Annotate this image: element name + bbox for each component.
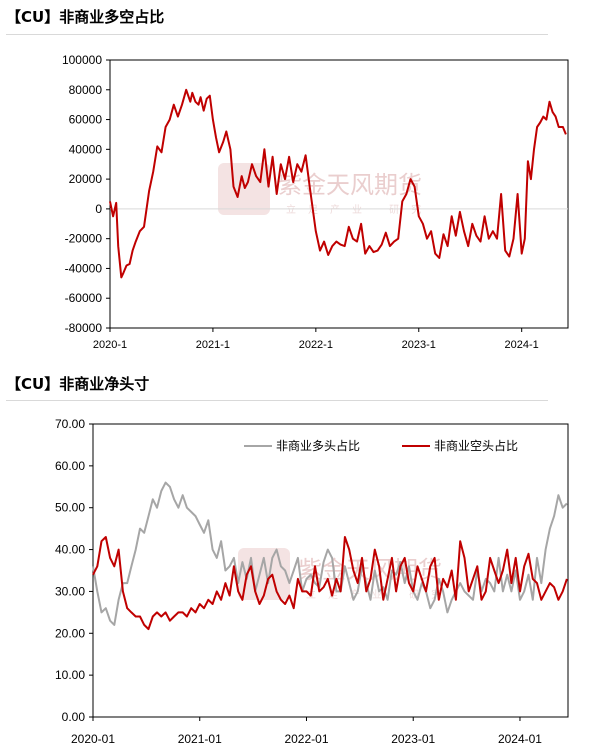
watermark-slogan: 立足产业 研究 [286, 203, 433, 216]
chart2-xtick-label: 2020-01 [71, 732, 115, 746]
chart1-ytick-label: 20000 [69, 172, 103, 186]
chart1-title: 【CU】非商业多空占比 [6, 8, 165, 26]
chart2-xtick-label: 2023-01 [391, 732, 435, 746]
chart1-xtick-label: 2020-1 [93, 339, 127, 351]
chart1-ytick-label: -40000 [65, 261, 103, 275]
chart2-series-line-1 [92, 536, 568, 631]
chart1-ytick-label: 40000 [69, 142, 103, 156]
chart2-legend-label-0: 非商业多头占比 [276, 438, 360, 453]
chart1-ytick-label: 100000 [62, 53, 102, 67]
chart2-title-rule [6, 400, 548, 401]
chart2-ytick-label: 10.00 [55, 668, 85, 682]
chart2-ytick-label: 30.00 [55, 584, 85, 598]
chart1-title-rule [6, 34, 548, 35]
chart1-frame [109, 59, 569, 329]
chart1-ytick-label: -60000 [65, 291, 103, 305]
chart2-ytick-label: 70.00 [55, 417, 85, 431]
watermark-brand: 紫金天风期货 [278, 171, 422, 199]
chart2-xtick-label: 2024-01 [498, 732, 542, 746]
chart2-series-line-0 [92, 481, 568, 626]
chart2-xtick-label: 2021-01 [178, 732, 222, 746]
chart1-ytick-label: 0 [95, 202, 102, 216]
chart2-ytick-label: 50.00 [55, 501, 85, 515]
chart1-xtick-label: 2021-1 [196, 339, 230, 351]
chart2-title: 【CU】非商业净头寸 [6, 375, 150, 393]
chart2-ytick-label: 0.00 [62, 710, 86, 724]
chart2-legend-label-1: 非商业空头占比 [434, 438, 518, 453]
chart2-ytick-label: 20.00 [55, 626, 85, 640]
chart1-xtick-label: 2024-1 [505, 339, 539, 351]
chart1-ytick-label: 80000 [69, 83, 103, 97]
chart1-series-line-0 [109, 88, 567, 279]
chart2-ytick-label: 40.00 [55, 543, 85, 557]
chart1-ytick-label: -20000 [65, 232, 103, 246]
chart1-xtick-label: 2022-1 [299, 339, 333, 351]
chart2-ytick-label: 60.00 [55, 459, 85, 473]
chart1-xtick-label: 2023-1 [402, 339, 436, 351]
chart1-ytick-label: -80000 [65, 321, 103, 335]
chart2-xtick-label: 2022-01 [284, 732, 328, 746]
chart1-ytick-label: 60000 [69, 113, 103, 127]
